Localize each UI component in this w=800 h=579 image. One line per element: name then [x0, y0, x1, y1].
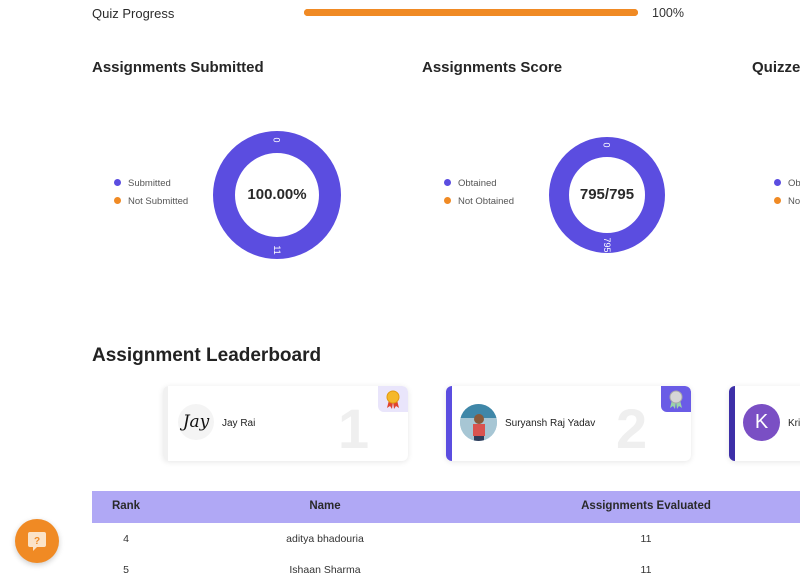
- leaderboard-name: Jay Rai: [222, 418, 256, 429]
- legend-submitted[interactable]: Submitted: [114, 178, 171, 189]
- donut-segment-submitted: [213, 131, 341, 259]
- assignments-score-title: Assignments Score: [422, 59, 563, 76]
- leaderboard-rank: 2: [616, 397, 648, 460]
- legend-dot-icon: [114, 196, 121, 204]
- table-header: [92, 491, 800, 523]
- donut-label-top: 0: [272, 137, 282, 142]
- table-header-rank[interactable]: Rank: [111, 500, 141, 512]
- svg-text:?: ?: [34, 536, 40, 547]
- table-header-assignments[interactable]: Assignments Evaluated: [581, 500, 711, 512]
- help-chat-button[interactable]: ?: [15, 519, 59, 563]
- donut-center-text: 795/795: [579, 186, 635, 203]
- legend-dot-icon: [444, 196, 451, 204]
- leaderboard-title: Assignment Leaderboard: [92, 345, 322, 366]
- table-cell-assignments: 11: [640, 533, 652, 545]
- legend-dot-icon: [114, 178, 121, 186]
- assignments-score-donut[interactable]: 0 795: [537, 125, 677, 265]
- avatar: [460, 404, 497, 441]
- silver-medal-icon: [669, 390, 683, 409]
- quiz-progress-label: Quiz Progress: [92, 6, 175, 21]
- avatar: Jay: [178, 404, 214, 440]
- legend-quiz-not-obtained[interactable]: No: [774, 196, 800, 207]
- quiz-progress-fill: [304, 9, 638, 16]
- table-cell-rank: 5: [123, 564, 129, 576]
- legend-dot-icon: [444, 178, 451, 186]
- donut-segment-obtained: [549, 137, 665, 253]
- donut-label-top: 0: [602, 142, 612, 147]
- legend-dot-icon: [774, 178, 781, 186]
- card-accent: [446, 386, 452, 461]
- table-header-name[interactable]: Name: [309, 500, 341, 512]
- card-accent: [729, 386, 735, 461]
- legend-dot-icon: [774, 196, 781, 204]
- leaderboard-rank: 1: [338, 397, 370, 460]
- quiz-progress-percent: 100%: [652, 6, 684, 20]
- table-cell-assignments: 11: [640, 564, 652, 576]
- card-accent: [163, 386, 168, 461]
- leaderboard-card-3[interactable]: K Kri: [729, 386, 800, 461]
- legend-not-submitted[interactable]: Not Submitted: [114, 196, 188, 207]
- assignments-submitted-donut[interactable]: 0 11: [207, 125, 347, 265]
- legend-not-obtained[interactable]: Not Obtained: [444, 196, 514, 207]
- help-chat-icon: ?: [28, 532, 46, 551]
- leaderboard-card-2[interactable]: Suryansh Raj Yadav 2: [446, 386, 691, 461]
- table-cell-name: aditya bhadouria: [286, 533, 364, 545]
- assignments-submitted-title: Assignments Submitted: [92, 59, 264, 76]
- legend-quiz-obtained[interactable]: Obt: [774, 178, 800, 189]
- rank-badge: [661, 386, 691, 412]
- table-cell-rank: 4: [123, 533, 129, 545]
- rank-badge: [378, 386, 408, 412]
- leaderboard-name: Kri: [788, 418, 800, 429]
- avatar: K: [743, 404, 780, 441]
- donut-label-bottom: 11: [272, 245, 282, 254]
- legend-obtained[interactable]: Obtained: [444, 178, 497, 189]
- donut-center-text: 100.00%: [247, 186, 307, 203]
- table-cell-name: Ishaan Sharma: [289, 564, 361, 576]
- donut-label-bottom: 795: [602, 237, 612, 252]
- gold-medal-icon: [386, 390, 400, 409]
- leaderboard-card-1[interactable]: Jay Jay Rai 1: [163, 386, 408, 461]
- leaderboard-name: Suryansh Raj Yadav: [505, 418, 596, 429]
- quizzes-title: Quizzes: [752, 59, 800, 76]
